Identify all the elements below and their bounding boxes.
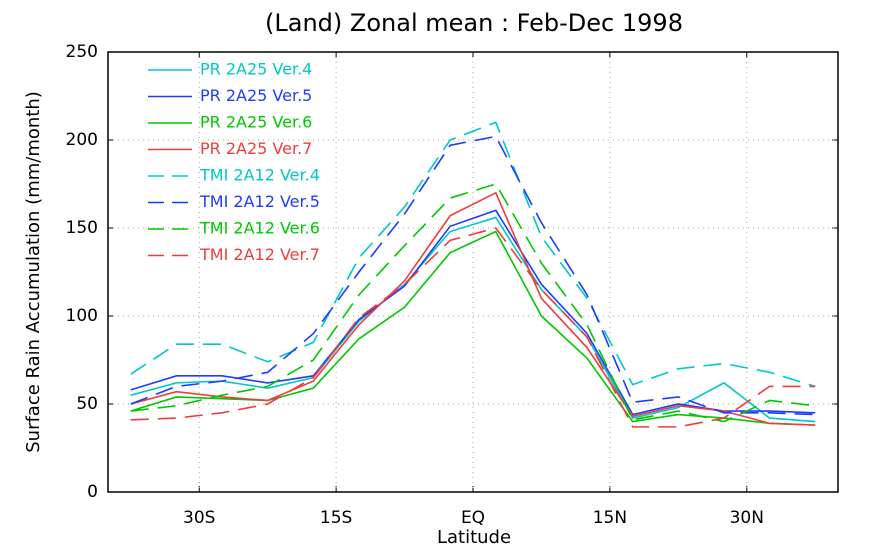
y-axis-label: Surface Rain Accumulation (mm/month)	[23, 91, 44, 453]
legend-label: TMI 2A12 Ver.5	[199, 192, 320, 211]
legend-label: TMI 2A12 Ver.7	[199, 245, 320, 264]
y-tick-label: 50	[76, 394, 98, 414]
chart-title: (Land) Zonal mean : Feb-Dec 1998	[265, 9, 683, 37]
y-tick-label: 200	[66, 130, 98, 150]
x-tick-label: 30N	[730, 508, 764, 528]
x-tick-label: EQ	[461, 508, 485, 528]
y-tick-label: 150	[66, 218, 98, 238]
series-line	[130, 183, 816, 423]
legend-label: PR 2A25 Ver.5	[200, 86, 312, 105]
series-line	[130, 209, 816, 416]
legend-label: TMI 2A12 Ver.6	[199, 219, 320, 238]
y-tick-label: 0	[87, 482, 98, 502]
legend-label: PR 2A25 Ver.4	[200, 60, 312, 79]
x-axis-label: Latitude	[437, 527, 511, 548]
legend-label: TMI 2A12 Ver.4	[199, 166, 320, 185]
y-tick-label: 250	[66, 42, 98, 62]
x-tick-label: 30S	[183, 508, 215, 528]
y-tick-label: 100	[66, 306, 98, 326]
series-line	[130, 191, 816, 426]
legend-label: PR 2A25 Ver.6	[200, 113, 312, 132]
legend-label: PR 2A25 Ver.7	[200, 139, 312, 158]
x-tick-label: 15N	[593, 508, 627, 528]
x-tick-label: 15S	[320, 508, 352, 528]
series-line	[130, 216, 816, 423]
series-line	[130, 121, 816, 388]
series-line	[130, 135, 816, 416]
series-line	[130, 227, 816, 428]
plot-frame	[107, 51, 839, 493]
